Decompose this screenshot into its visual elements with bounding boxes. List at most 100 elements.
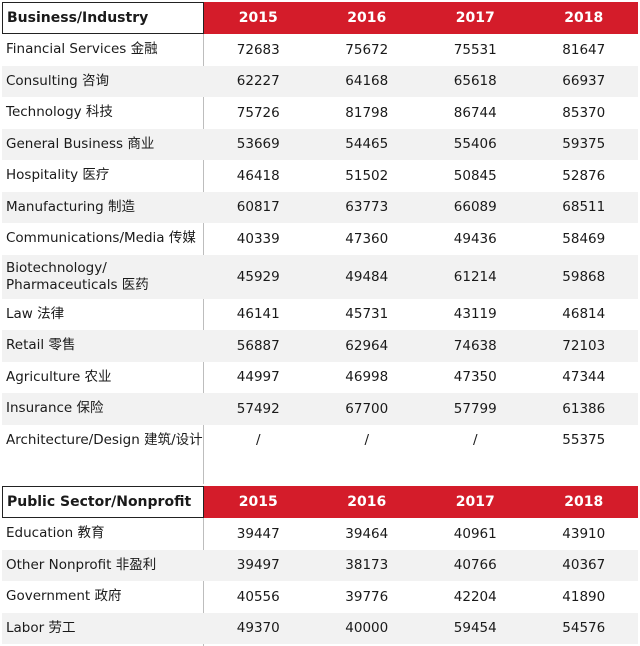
value-cell: 39464 — [345, 525, 389, 542]
year-header: 2017 — [421, 486, 530, 518]
value-cell: 50845 — [453, 167, 497, 184]
value-cell: 81647 — [562, 41, 606, 58]
value-cell: 61214 — [453, 268, 497, 285]
row-label: General Business 商业 — [6, 135, 155, 152]
table-row: Agriculture 农业 44997 46998 47350 47344 — [2, 362, 638, 394]
value-cell: 40961 — [453, 525, 497, 542]
row-label: Retail 零售 — [6, 337, 76, 354]
table-row: Government 政府 40556 39776 42204 41890 — [2, 581, 638, 613]
column-divider — [203, 454, 204, 484]
value-cell: 57492 — [236, 400, 280, 417]
value-cell: 46141 — [236, 306, 280, 323]
value-cell: 47344 — [562, 369, 606, 386]
year-header: 2016 — [312, 2, 421, 34]
value-cell: 81798 — [345, 104, 389, 121]
value-cell: 57799 — [453, 400, 497, 417]
business-table: Business/Industry 2015 2016 2017 2018 Fi… — [2, 2, 638, 456]
value-cell: 63773 — [345, 199, 389, 216]
value-cell: 42204 — [453, 588, 497, 605]
public-header-row: Public Sector/Nonprofit 2015 2016 2017 2… — [2, 486, 638, 518]
row-label: Hospitality 医疗 — [6, 167, 110, 184]
value-cell: 40766 — [453, 557, 497, 574]
value-cell: 39497 — [236, 557, 280, 574]
table-row: General Business 商业 53669 54465 55406 59375 — [2, 128, 638, 160]
value-cell: 62964 — [345, 337, 389, 354]
value-cell: 55375 — [562, 432, 606, 449]
value-cell: 52876 — [562, 167, 606, 184]
value-cell: 53669 — [236, 136, 280, 153]
value-cell: 47360 — [345, 230, 389, 247]
table-row: Biotechnology/ Pharmaceuticals 医药 45929 49… — [2, 254, 638, 299]
value-cell: 45731 — [345, 306, 389, 323]
value-cell: 51502 — [345, 167, 389, 184]
row-label: Labor 劳工 — [6, 619, 76, 636]
table-row: Law 法律 46141 45731 43119 46814 — [2, 299, 638, 331]
value-cell: 66937 — [562, 73, 606, 90]
column-divider — [203, 34, 204, 454]
table-row: Technology 科技 75726 81798 86744 85370 — [2, 97, 638, 129]
table-row: Education 教育 39447 39464 40961 43910 — [2, 518, 638, 550]
value-cell: 39776 — [345, 588, 389, 605]
value-cell: 56887 — [236, 337, 280, 354]
value-cell: 45929 — [236, 268, 280, 285]
table-row: Communications/Media 传媒 40339 47360 49436 58… — [2, 223, 638, 255]
row-label: Consulting 咨询 — [6, 72, 110, 89]
value-cell: 74638 — [453, 337, 497, 354]
value-cell: 54576 — [562, 620, 606, 637]
row-label: Technology 科技 — [6, 104, 113, 121]
public-table: Public Sector/Nonprofit 2015 2016 2017 2… — [2, 486, 638, 644]
public-header-label: Public Sector/Nonprofit — [2, 486, 204, 518]
value-cell: / — [472, 432, 478, 449]
row-label: Communications/Media 传媒 — [6, 230, 196, 247]
value-cell: 68511 — [562, 199, 606, 216]
row-label: Financial Services 金融 — [6, 41, 158, 58]
value-cell: 64168 — [345, 73, 389, 90]
value-cell: 72683 — [236, 41, 280, 58]
business-header-label: Business/Industry — [2, 2, 204, 34]
value-cell: 85370 — [562, 104, 606, 121]
row-label: Insurance 保险 — [6, 400, 104, 417]
table-row: Labor 劳工 49370 40000 59454 54576 — [2, 612, 638, 644]
row-label: Other Nonprofit 非盈利 — [6, 556, 157, 573]
value-cell: 66089 — [453, 199, 497, 216]
value-cell: 62227 — [236, 73, 280, 90]
value-cell: 43910 — [562, 525, 606, 542]
value-cell: 40339 — [236, 230, 280, 247]
value-cell: 39447 — [236, 525, 280, 542]
value-cell: 43119 — [453, 306, 497, 323]
value-cell: 75531 — [453, 41, 497, 58]
value-cell: 46998 — [345, 369, 389, 386]
year-header: 2015 — [204, 486, 313, 518]
value-cell: 41890 — [562, 588, 606, 605]
value-cell: 40367 — [562, 557, 606, 574]
value-cell: 49484 — [345, 268, 389, 285]
value-cell: 65618 — [453, 73, 497, 90]
value-cell: 44997 — [236, 369, 280, 386]
year-header: 2018 — [529, 2, 638, 34]
value-cell: 59375 — [562, 136, 606, 153]
table-row: Other Nonprofit 非盈利 39497 38173 40766 40367 — [2, 549, 638, 581]
value-cell: 49436 — [453, 230, 497, 247]
value-cell: 72103 — [562, 337, 606, 354]
table-row: Hospitality 医疗 46418 51502 50845 52876 — [2, 160, 638, 192]
value-cell: 40556 — [236, 588, 280, 605]
value-cell: 46814 — [562, 306, 606, 323]
value-cell: 67700 — [345, 400, 389, 417]
column-divider — [203, 518, 204, 646]
value-cell: 47350 — [453, 369, 497, 386]
row-label: Law 法律 — [6, 305, 65, 322]
value-cell: 75672 — [345, 41, 389, 58]
value-cell: 55406 — [453, 136, 497, 153]
year-header: 2017 — [421, 2, 530, 34]
row-label: Manufacturing 制造 — [6, 198, 136, 215]
value-cell: 49370 — [236, 620, 280, 637]
table-row: Manufacturing 制造 60817 63773 66089 68511 — [2, 191, 638, 223]
table-row: Consulting 咨询 62227 64168 65618 66937 — [2, 65, 638, 97]
value-cell: / — [364, 432, 370, 449]
value-cell: 61386 — [562, 400, 606, 417]
value-cell: 60817 — [236, 199, 280, 216]
value-cell: 46418 — [236, 167, 280, 184]
value-cell: 86744 — [453, 104, 497, 121]
value-cell: 40000 — [345, 620, 389, 637]
value-cell: 75726 — [236, 104, 280, 121]
